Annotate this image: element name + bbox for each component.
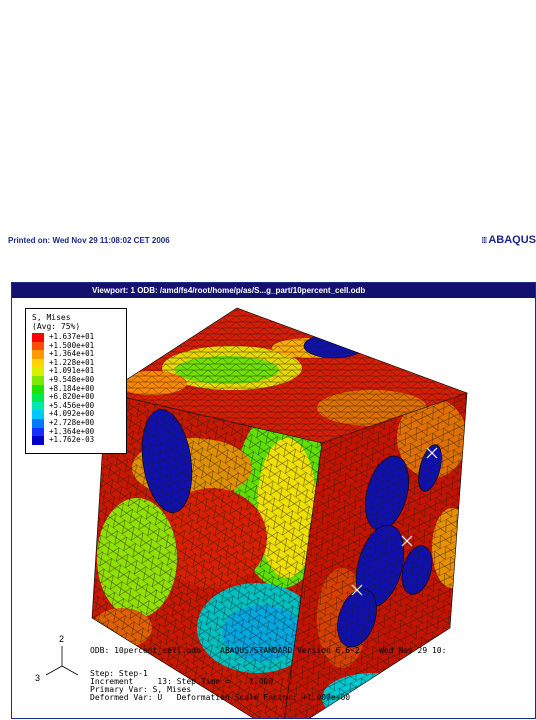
- legend-swatch: [32, 410, 44, 419]
- legend-swatch: [32, 376, 44, 385]
- abaqus-logo: ⁞⁞⁞ ABAQUS: [481, 234, 536, 246]
- legend-row: +1.228e+01: [32, 357, 124, 368]
- legend-swatch: [32, 401, 44, 411]
- legend-row: +1.762e-03: [32, 435, 124, 445]
- legend-row: +1.091e+01: [32, 366, 124, 376]
- legend-swatch: [32, 384, 44, 394]
- legend-swatch: [32, 341, 44, 351]
- legend-value: +8.184e+00: [49, 383, 95, 393]
- legend-row: +9.548e+00: [32, 375, 124, 385]
- axis-left-label: 3: [35, 673, 40, 683]
- legend-value: +1.364e+01: [49, 349, 95, 359]
- deformed-var-label: Deformed Var: U Deformation Scale Factor…: [90, 693, 351, 702]
- legend-row: +8.184e+00: [32, 383, 124, 394]
- axis-triad-icon: 2 3: [35, 634, 79, 683]
- legend-swatch: [32, 350, 44, 359]
- legend-swatch: [32, 358, 44, 368]
- legend-row: +1.637e+01: [32, 332, 124, 342]
- increment-label: Increment 13: Step Time = 1.000: [90, 677, 274, 686]
- legend-swatch: [32, 427, 44, 437]
- legend-title: S, Mises: [32, 313, 71, 322]
- legend-swatch: [32, 393, 44, 402]
- legend-row: +1.364e+00: [32, 426, 124, 437]
- cube-left-face: [92, 393, 322, 718]
- legend-swatch: [32, 333, 44, 342]
- probe-marker-icon: [351, 447, 438, 596]
- legend-value: +1.091e+01: [49, 366, 95, 376]
- printed-on-text: Printed on: Wed Nov 29 11:08:02 CET 2006: [8, 236, 170, 245]
- legend-value: +6.820e+00: [49, 392, 95, 402]
- viewport-window[interactable]: Viewport: 1 ODB: /amd/fs4/root/home/p/as…: [11, 282, 536, 719]
- viewport-title-bar[interactable]: Viewport: 1 ODB: /amd/fs4/root/home/p/as…: [12, 283, 535, 298]
- odb-info-line: ODB: 10percent_cell.odb ABAQUS/STANDARD …: [90, 646, 447, 655]
- legend-value: +1.762e-03: [49, 435, 95, 445]
- legend-value: +1.637e+01: [49, 332, 95, 341]
- legend-row: +4.092e+00: [32, 409, 124, 419]
- legend-value: +1.364e+00: [49, 426, 95, 436]
- legend-value: +1.500e+01: [49, 340, 95, 350]
- legend-row: +1.364e+01: [32, 349, 124, 359]
- legend-value: +2.728e+00: [49, 418, 95, 427]
- legend-row: +2.728e+00: [32, 418, 124, 428]
- primary-var-label: Primary Var: S, Mises: [90, 685, 192, 694]
- brand-text: ABAQUS: [488, 234, 536, 246]
- legend-row: +6.820e+00: [32, 392, 124, 402]
- step-label: Step: Step-1: [90, 669, 148, 678]
- legend-value: +5.456e+00: [49, 400, 95, 410]
- legend-row: +1.500e+01: [32, 340, 124, 351]
- legend-value: +1.228e+01: [49, 357, 95, 367]
- fea-render-canvas[interactable]: [12, 298, 536, 718]
- legend-swatch: [32, 436, 44, 445]
- axis-up-label: 2: [59, 634, 64, 644]
- legend-swatch: [32, 367, 44, 376]
- contour-legend: S, Mises (Avg: 75%) +1.637e+01 +1.500e+01…: [25, 308, 127, 454]
- legend-swatch: [32, 419, 44, 428]
- legend-value: +4.092e+00: [49, 409, 95, 419]
- legend-subtitle: (Avg: 75%): [32, 322, 81, 331]
- legend-row: +5.456e+00: [32, 400, 124, 411]
- legend-value: +9.548e+00: [49, 375, 95, 384]
